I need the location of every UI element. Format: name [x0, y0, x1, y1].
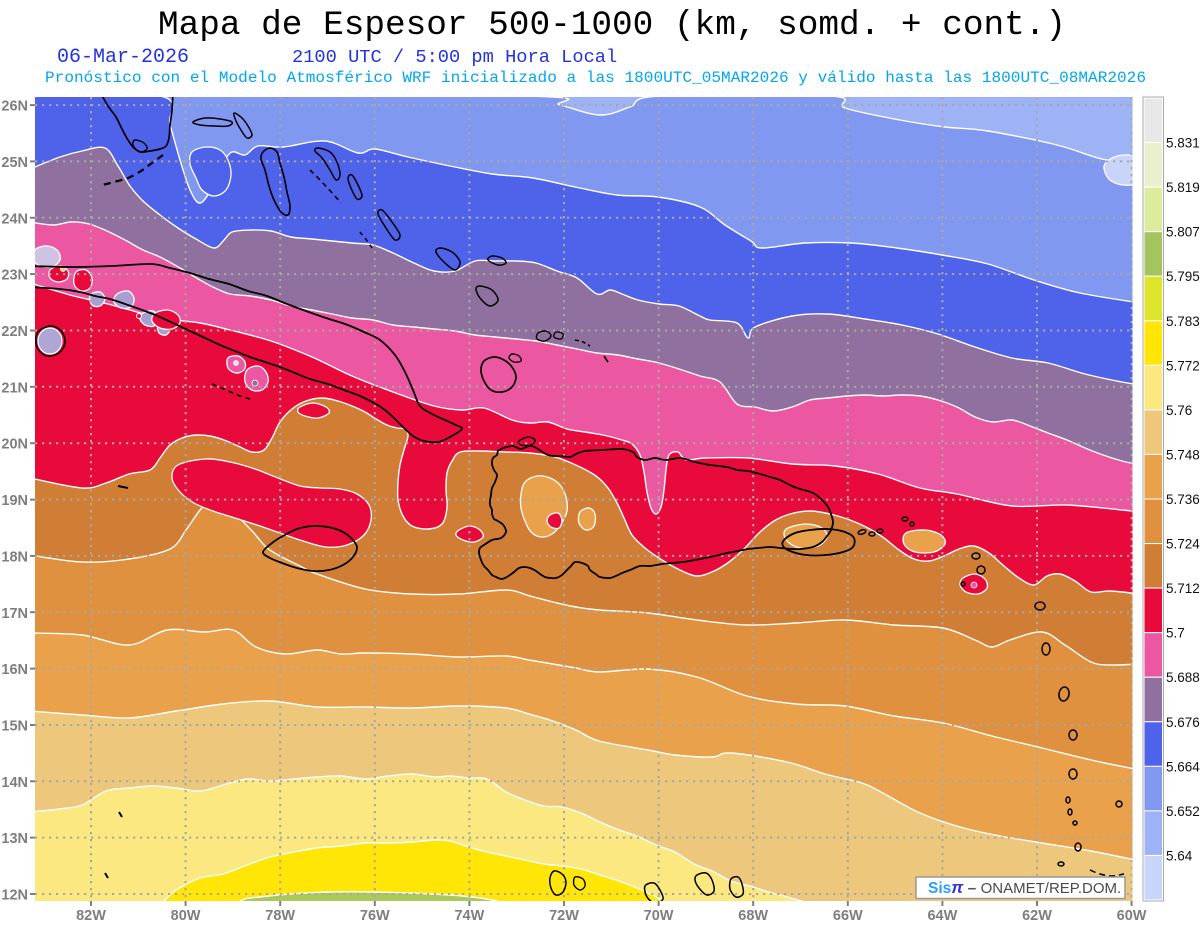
svg-text:19N: 19N	[1, 493, 28, 509]
svg-text:20N: 20N	[1, 437, 28, 453]
svg-text:16N: 16N	[1, 662, 28, 678]
svg-text:Pronóstico con el Modelo Atmos: Pronóstico con el Modelo Atmosférico WRF…	[45, 69, 1146, 87]
svg-text:26N: 26N	[1, 99, 28, 115]
svg-text:17N: 17N	[1, 606, 28, 622]
svg-text:70W: 70W	[644, 908, 674, 924]
svg-text:76W: 76W	[360, 908, 390, 924]
svg-text:5.688: 5.688	[1166, 670, 1200, 685]
svg-text:62W: 62W	[1022, 908, 1052, 924]
svg-text:5.772: 5.772	[1166, 358, 1200, 373]
svg-text:5.652: 5.652	[1166, 804, 1200, 819]
svg-text:Mapa de Espesor 500-1000 (km,: Mapa de Espesor 500-1000 (km, somd. + co…	[158, 6, 1066, 45]
svg-text:15N: 15N	[1, 719, 28, 735]
svg-text:66W: 66W	[833, 908, 863, 924]
svg-text:5.676: 5.676	[1166, 715, 1200, 730]
svg-text:72W: 72W	[549, 908, 579, 924]
svg-text:5.748: 5.748	[1166, 447, 1200, 462]
svg-text:5.819: 5.819	[1166, 180, 1200, 195]
svg-text:14N: 14N	[1, 775, 28, 791]
svg-text:82W: 82W	[76, 908, 106, 924]
svg-text:68W: 68W	[738, 908, 768, 924]
svg-text:5.795: 5.795	[1166, 269, 1200, 284]
svg-text:5.724: 5.724	[1166, 537, 1200, 552]
svg-text:5.712: 5.712	[1166, 581, 1200, 596]
svg-text:5.783: 5.783	[1166, 314, 1200, 329]
svg-text:13N: 13N	[1, 831, 28, 847]
svg-text:22N: 22N	[1, 324, 28, 340]
svg-text:78W: 78W	[265, 908, 295, 924]
svg-text:5.64: 5.64	[1166, 848, 1193, 863]
svg-text:5.736: 5.736	[1166, 492, 1200, 507]
svg-text:5.76: 5.76	[1166, 403, 1192, 418]
svg-text:80W: 80W	[171, 908, 201, 924]
svg-text:2100 UTC / 5:00 pm Hora Local: 2100 UTC / 5:00 pm Hora Local	[292, 46, 617, 68]
svg-text:5.7: 5.7	[1166, 626, 1185, 641]
svg-text:60W: 60W	[1117, 908, 1147, 924]
svg-text:5.664: 5.664	[1166, 759, 1200, 774]
svg-text:25N: 25N	[1, 155, 28, 171]
svg-text:24N: 24N	[1, 211, 28, 227]
svg-text:Sisπ – ONAMET/REP.DOM.: Sisπ – ONAMET/REP.DOM.	[928, 878, 1121, 897]
svg-text:23N: 23N	[1, 268, 28, 284]
svg-text:18N: 18N	[1, 549, 28, 565]
svg-text:64W: 64W	[927, 908, 957, 924]
svg-text:5.807: 5.807	[1166, 225, 1200, 240]
svg-text:06-Mar-2026: 06-Mar-2026	[57, 46, 189, 69]
svg-text:21N: 21N	[1, 380, 28, 396]
svg-text:74W: 74W	[454, 908, 484, 924]
svg-text:5.831: 5.831	[1166, 136, 1200, 151]
svg-text:12N: 12N	[1, 888, 28, 904]
